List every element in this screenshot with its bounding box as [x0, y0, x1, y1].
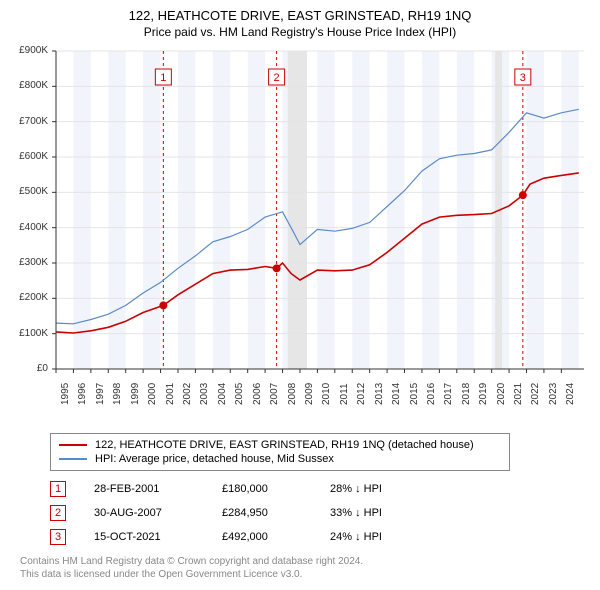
marker-badge: 3	[50, 529, 66, 545]
x-tick-label: 1997	[95, 383, 106, 405]
y-tick-label: £800K	[10, 80, 48, 91]
y-tick-label: £100K	[10, 328, 48, 339]
y-tick-label: £400K	[10, 222, 48, 233]
x-tick-label: 2022	[530, 383, 541, 405]
marker-badge: 1	[50, 481, 66, 497]
y-tick-label: £200K	[10, 292, 48, 303]
x-tick-label: 2016	[426, 383, 437, 405]
y-tick-label: £500K	[10, 186, 48, 197]
marker-delta: 28% ↓ HPI	[330, 483, 430, 495]
marker-date: 28-FEB-2001	[94, 483, 194, 495]
y-tick-label: £600K	[10, 151, 48, 162]
marker-date: 15-OCT-2021	[94, 531, 194, 543]
legend-item: HPI: Average price, detached house, Mid …	[59, 452, 501, 466]
x-tick-label: 2004	[217, 383, 228, 405]
marker-row: 2 30-AUG-2007 £284,950 33% ↓ HPI	[50, 501, 580, 525]
x-tick-label: 2024	[565, 383, 576, 405]
chart-title: 122, HEATHCOTE DRIVE, EAST GRINSTEAD, RH…	[10, 8, 590, 23]
legend-swatch	[59, 458, 87, 460]
svg-text:1: 1	[160, 72, 166, 84]
x-tick-label: 2021	[513, 383, 524, 405]
x-tick-label: 2014	[391, 383, 402, 405]
x-tick-label: 2013	[374, 383, 385, 405]
x-tick-label: 2023	[548, 383, 559, 405]
marker-delta: 24% ↓ HPI	[330, 531, 430, 543]
marker-delta: 33% ↓ HPI	[330, 507, 430, 519]
marker-price: £180,000	[222, 483, 302, 495]
svg-text:3: 3	[520, 72, 526, 84]
marker-row: 3 15-OCT-2021 £492,000 24% ↓ HPI	[50, 525, 580, 549]
x-tick-label: 1996	[77, 383, 88, 405]
marker-price: £284,950	[222, 507, 302, 519]
x-tick-label: 2012	[356, 383, 367, 405]
x-tick-label: 2011	[339, 383, 350, 405]
footer-line-2: This data is licensed under the Open Gov…	[20, 568, 580, 581]
x-tick-label: 2001	[165, 383, 176, 405]
x-tick-label: 2007	[269, 383, 280, 405]
y-tick-label: £300K	[10, 257, 48, 268]
legend: 122, HEATHCOTE DRIVE, EAST GRINSTEAD, RH…	[50, 433, 510, 471]
legend-item: 122, HEATHCOTE DRIVE, EAST GRINSTEAD, RH…	[59, 438, 501, 452]
x-tick-label: 2010	[321, 383, 332, 405]
x-tick-label: 2019	[478, 383, 489, 405]
x-tick-label: 2017	[443, 383, 454, 405]
x-tick-label: 2018	[461, 383, 472, 405]
footer-line-1: Contains HM Land Registry data © Crown c…	[20, 555, 580, 568]
legend-label: HPI: Average price, detached house, Mid …	[95, 453, 334, 465]
chart-container: 122, HEATHCOTE DRIVE, EAST GRINSTEAD, RH…	[0, 0, 600, 589]
x-tick-label: 2020	[496, 383, 507, 405]
x-tick-label: 2000	[147, 383, 158, 405]
markers-table: 1 28-FEB-2001 £180,000 28% ↓ HPI 2 30-AUG-200…	[50, 477, 580, 549]
x-tick-label: 1998	[112, 383, 123, 405]
x-tick-label: 2015	[409, 383, 420, 405]
chart-svg: 1 2 3	[10, 45, 590, 425]
x-tick-label: 2008	[287, 383, 298, 405]
title-block: 122, HEATHCOTE DRIVE, EAST GRINSTEAD, RH…	[10, 8, 590, 39]
x-tick-label: 2009	[304, 383, 315, 405]
marker-price: £492,000	[222, 531, 302, 543]
footer: Contains HM Land Registry data © Crown c…	[20, 555, 580, 581]
y-tick-label: £0	[10, 363, 48, 374]
chart-subtitle: Price paid vs. HM Land Registry's House …	[10, 25, 590, 39]
x-tick-label: 2003	[199, 383, 210, 405]
x-tick-label: 1999	[130, 383, 141, 405]
legend-label: 122, HEATHCOTE DRIVE, EAST GRINSTEAD, RH…	[95, 439, 474, 451]
x-tick-label: 2005	[234, 383, 245, 405]
marker-date: 30-AUG-2007	[94, 507, 194, 519]
y-tick-label: £900K	[10, 45, 48, 56]
x-tick-label: 2006	[252, 383, 263, 405]
y-tick-label: £700K	[10, 116, 48, 127]
marker-badge: 2	[50, 505, 66, 521]
x-tick-label: 1995	[60, 383, 71, 405]
legend-swatch	[59, 444, 87, 446]
chart-area: 1 2 3 £0 £100K £200K £300K £400K £500K £600K £700…	[10, 45, 590, 425]
svg-text:2: 2	[274, 72, 280, 84]
x-tick-label: 2002	[182, 383, 193, 405]
marker-row: 1 28-FEB-2001 £180,000 28% ↓ HPI	[50, 477, 580, 501]
